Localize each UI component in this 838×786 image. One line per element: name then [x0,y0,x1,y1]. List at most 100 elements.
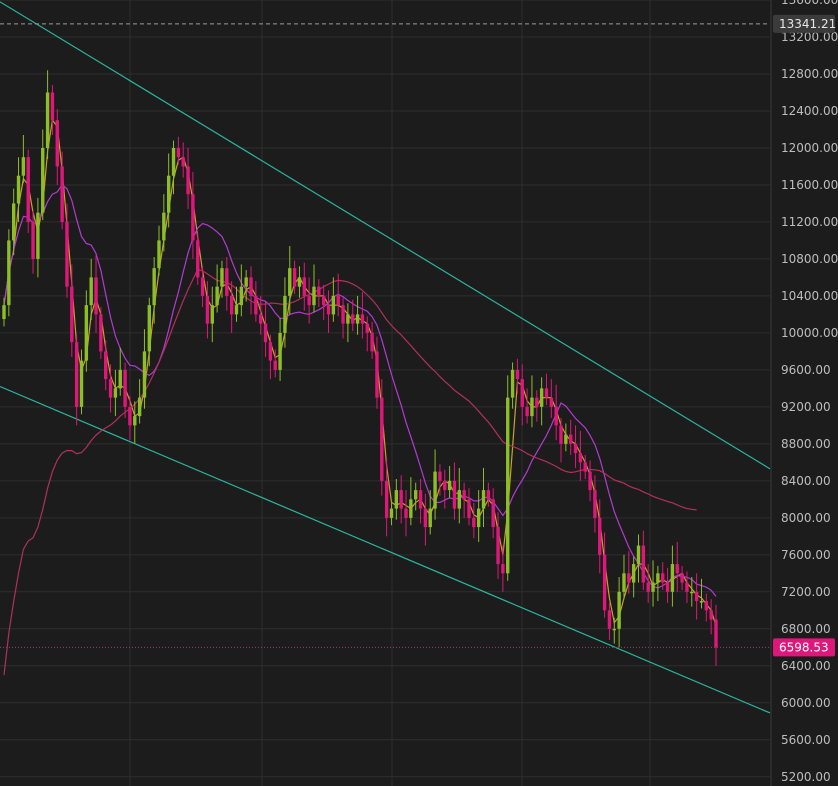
candle-body [297,277,302,287]
candle-body [452,480,457,509]
candle [45,70,50,160]
candle [515,358,520,394]
candle [447,466,452,498]
candle-body [268,342,273,361]
candle [433,449,437,520]
candle-body [593,490,597,518]
candle-body [292,268,297,287]
trend-line-upper [0,1,771,470]
candle [486,482,491,507]
y-tick-label: 12800.00 [781,67,838,81]
candle-body [89,277,93,306]
candle-body [234,305,239,315]
candle [326,290,331,333]
candle [191,171,195,259]
candle-body [438,471,442,481]
candle-body [321,295,326,306]
candle-body [598,517,602,555]
candle [113,369,118,417]
candle [60,151,64,230]
candle-body [210,305,214,324]
candle-body [472,517,476,528]
candle-body [191,194,195,241]
candle-body [627,573,631,583]
candle [414,482,418,511]
last-price-label: 6598.53 [779,640,829,654]
candle-body [564,434,568,444]
y-tick-label: 10400.00 [781,289,838,303]
candle [220,260,224,298]
ma-fast-line [3,118,717,626]
candles [2,70,718,666]
candle-body [70,286,74,343]
candle-body [26,157,30,222]
candle-body [99,314,103,352]
candle [462,482,466,518]
price-axis[interactable]: 13600.00 13200.00 12800.00 12400.00 12000.00… [770,0,838,786]
candle-body [259,314,263,324]
last-price-badge [773,638,835,657]
candle [21,135,26,184]
candle [593,475,597,533]
candle-body [665,582,670,592]
candle-body [288,268,292,296]
candle [225,257,229,311]
candle-body [661,573,665,583]
candle [89,258,93,320]
candle-body [515,369,520,380]
y-tick-label: 10000.00 [781,326,838,340]
candle-body [384,480,389,518]
candle-body [171,147,176,176]
candle-body [694,591,699,602]
candle-body [162,212,166,241]
candle [409,477,413,526]
candle-body [181,157,185,167]
price-markers: 13341.21 6598.53 [0,14,836,657]
candle-body [423,508,428,528]
candle [268,334,273,380]
candle [670,545,675,607]
y-tick-label: 10800.00 [781,252,838,266]
candle-body [65,221,69,287]
candle [699,578,704,609]
candle-body [573,443,578,454]
candle [384,458,389,537]
candle [36,197,40,278]
candle [205,281,210,339]
candle [346,303,350,343]
candle [583,454,587,479]
candle-body [443,480,447,491]
candle-body [496,527,500,565]
candle [200,266,205,308]
candle [118,347,122,396]
candle-body [263,323,268,343]
candle-body [409,499,413,518]
candle [622,554,626,600]
candle-body [414,490,418,500]
candle [166,153,171,228]
candle-body [360,314,365,324]
y-tick-label: 13200.00 [781,30,838,44]
candle [244,270,248,302]
candle-body [554,406,558,426]
trend-line-lower [0,385,771,714]
candle-body [249,277,253,296]
candle-body [680,573,684,583]
candle [709,599,713,635]
candle [297,266,302,298]
candle-body [157,240,161,269]
candle-body [481,490,486,509]
candle-body [239,286,244,306]
candle-body [476,508,481,528]
candle [104,340,108,391]
candle-body [36,212,40,259]
candle-body [544,388,549,398]
candle [573,425,578,468]
candle [588,460,592,502]
candle [554,384,558,441]
candle-body [602,554,607,611]
candle [157,225,161,276]
candle-body [491,499,495,528]
y-tick-label: 7200.00 [781,585,831,599]
